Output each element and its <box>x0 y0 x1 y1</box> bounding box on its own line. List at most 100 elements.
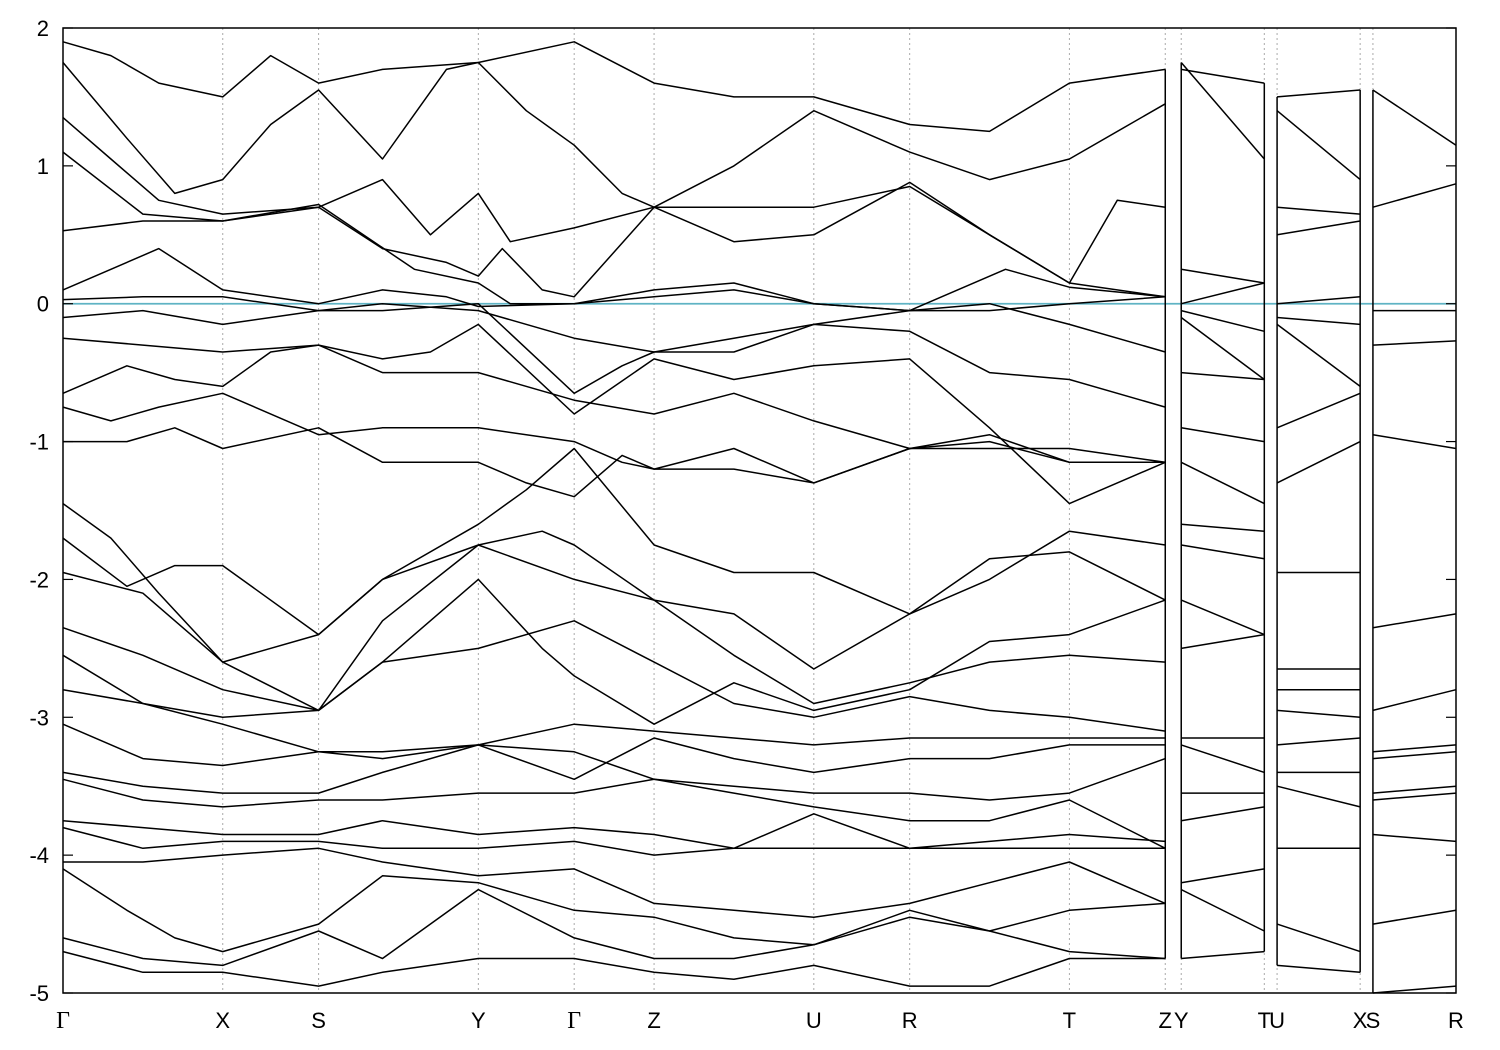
k-point-label: Γ <box>56 1008 70 1034</box>
band-line <box>62 826 1166 856</box>
band-line <box>1372 340 1457 346</box>
y-axis-ticks: 2 1 0 -1 -2 -3 -4 -5 <box>29 16 1456 1006</box>
k-point-label: Z <box>1159 1008 1172 1033</box>
band-line <box>1372 744 1457 753</box>
band-line <box>62 744 1166 801</box>
k-point-label: T <box>1063 1008 1076 1033</box>
band-line <box>1180 744 1265 774</box>
band-line <box>1276 110 1361 181</box>
k-point-label: S <box>1366 1008 1381 1033</box>
band-line <box>62 578 1166 725</box>
k-point-label: S <box>311 1008 326 1033</box>
band-line <box>1181 427 1265 443</box>
band-line <box>62 530 1166 670</box>
k-point-label: Y <box>471 1008 486 1033</box>
band-line <box>1181 868 1265 884</box>
band-line <box>62 151 1166 298</box>
plot-border <box>62 27 1457 994</box>
band-line <box>1181 806 1265 822</box>
band-line <box>62 296 1166 353</box>
band-line <box>63 847 1166 918</box>
band-line <box>1277 296 1361 305</box>
band-line <box>62 117 1166 284</box>
band-line <box>1277 206 1361 215</box>
band-line <box>1372 183 1457 208</box>
plot-frame <box>62 27 1457 994</box>
band-line <box>1276 785 1361 808</box>
band-line <box>1180 599 1265 636</box>
band-line <box>1180 62 1265 160</box>
band-line <box>62 950 1166 987</box>
band-line <box>1372 613 1457 629</box>
x-axis-kpoint-labels: Γ X S Y Γ Z U R T Z Y TU XS R <box>56 1008 1464 1034</box>
band-line <box>1181 544 1265 560</box>
band-line <box>1372 688 1457 712</box>
y-tick-label: -3 <box>29 705 49 730</box>
band-line <box>1372 433 1457 450</box>
band-line <box>1372 785 1457 794</box>
y-tick-label: -2 <box>29 567 49 592</box>
band-line <box>1181 309 1265 333</box>
band-line <box>1276 440 1361 484</box>
k-point-label: U <box>1269 1008 1285 1033</box>
y-tick-label: 1 <box>37 154 49 179</box>
band-line <box>62 344 1166 464</box>
band-line <box>1276 220 1361 236</box>
band-line <box>62 544 1166 712</box>
band-line <box>1372 792 1457 801</box>
band-line <box>63 427 1166 498</box>
band-line <box>1277 737 1361 746</box>
band-line <box>1181 268 1265 284</box>
band-line <box>62 247 1166 312</box>
band-line <box>1372 833 1457 843</box>
band-line <box>1276 392 1361 429</box>
band-line <box>1180 888 1265 932</box>
band-line <box>62 41 1166 133</box>
band-line <box>62 620 1166 732</box>
k-point-label: Γ <box>567 1008 581 1034</box>
k-point-label: X <box>215 1008 230 1033</box>
y-tick-label: -5 <box>29 981 49 1006</box>
band-line <box>1277 316 1361 326</box>
band-line <box>62 302 1166 408</box>
band-line <box>1181 68 1265 84</box>
band-line <box>62 868 1166 953</box>
band-line <box>1180 461 1265 505</box>
band-line <box>62 688 1166 760</box>
band-line <box>1181 523 1265 532</box>
band-line <box>1276 923 1361 953</box>
k-point-label: X <box>1353 1008 1368 1033</box>
band-line <box>62 61 1166 208</box>
band-line <box>62 778 1166 849</box>
y-tick-label: -4 <box>29 843 49 868</box>
band-line <box>1277 89 1361 98</box>
band-line <box>1276 323 1361 388</box>
k-point-label: Z <box>647 1008 660 1033</box>
k-point-label: Y <box>1174 1008 1189 1033</box>
band-line <box>62 392 1166 484</box>
band-line <box>62 888 1166 967</box>
band-line <box>1277 964 1361 974</box>
band-line <box>1181 282 1265 305</box>
band-line <box>62 813 1166 850</box>
band-line <box>62 323 1166 505</box>
band-line <box>1372 89 1457 146</box>
band-lines <box>62 41 1457 994</box>
y-tick-label: 2 <box>37 16 49 41</box>
band-line <box>1180 316 1265 381</box>
y-tick-label: -1 <box>29 430 49 455</box>
k-point-label: T <box>1258 1008 1271 1033</box>
band-line <box>62 723 1166 781</box>
band-line <box>1181 371 1265 381</box>
band-line <box>1372 751 1457 760</box>
band-line <box>1181 633 1265 650</box>
band-line <box>1181 950 1265 960</box>
y-tick-label: 0 <box>37 292 49 317</box>
band-line <box>1277 709 1361 719</box>
k-point-label: R <box>902 1008 918 1033</box>
band-line <box>62 447 1166 663</box>
band-line <box>1372 985 1457 994</box>
k-point-label: U <box>806 1008 822 1033</box>
band-line <box>62 203 1166 312</box>
